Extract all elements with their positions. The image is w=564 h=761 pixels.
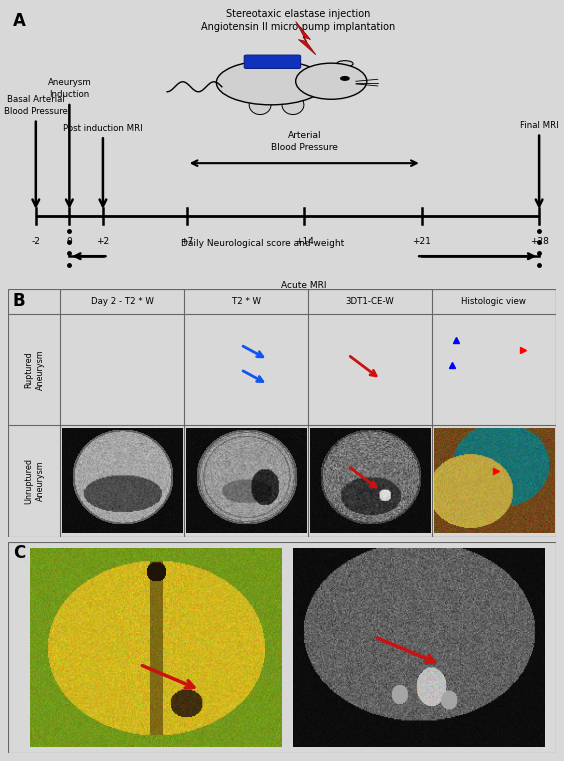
- Ellipse shape: [249, 95, 271, 115]
- Text: Arterial
Blood Pressure: Arterial Blood Pressure: [271, 131, 338, 152]
- Text: Ruptured
Aneurysm: Ruptured Aneurysm: [24, 349, 45, 390]
- Text: 3DT1-CE-W: 3DT1-CE-W: [346, 297, 394, 306]
- Circle shape: [340, 76, 350, 81]
- Text: -2: -2: [32, 237, 40, 246]
- Text: Day 2 - T2 * W: Day 2 - T2 * W: [91, 297, 154, 306]
- Ellipse shape: [337, 61, 353, 67]
- Text: C: C: [13, 544, 25, 562]
- Ellipse shape: [217, 60, 326, 105]
- FancyBboxPatch shape: [244, 55, 301, 68]
- Text: B: B: [13, 291, 25, 310]
- Text: Basal Arterial
Blood Pressure: Basal Arterial Blood Pressure: [4, 95, 68, 116]
- Text: A: A: [13, 11, 26, 30]
- Text: Unruptured
Aneurysm: Unruptured Aneurysm: [24, 458, 45, 504]
- Text: +14: +14: [295, 237, 314, 246]
- Text: Histologic view: Histologic view: [461, 297, 526, 306]
- Text: +2: +2: [96, 237, 109, 246]
- Text: 0: 0: [67, 237, 72, 246]
- Ellipse shape: [282, 95, 304, 115]
- Text: Acute MRI: Acute MRI: [281, 282, 327, 290]
- Text: Stereotaxic elastase injection
Angiotensin II micro-pump implantation: Stereotaxic elastase injection Angiotens…: [201, 9, 395, 32]
- Text: +21: +21: [412, 237, 431, 246]
- Text: T2 * W: T2 * W: [232, 297, 261, 306]
- Text: Final MRI: Final MRI: [520, 121, 558, 130]
- Polygon shape: [296, 21, 316, 55]
- Text: Post induction MRI: Post induction MRI: [63, 123, 143, 132]
- Text: Aneurysm
Induction: Aneurysm Induction: [47, 78, 91, 99]
- Text: +28: +28: [530, 237, 549, 246]
- Circle shape: [296, 63, 367, 99]
- Text: Daily Neurological score and weight: Daily Neurological score and weight: [180, 239, 344, 248]
- Text: +7: +7: [180, 237, 193, 246]
